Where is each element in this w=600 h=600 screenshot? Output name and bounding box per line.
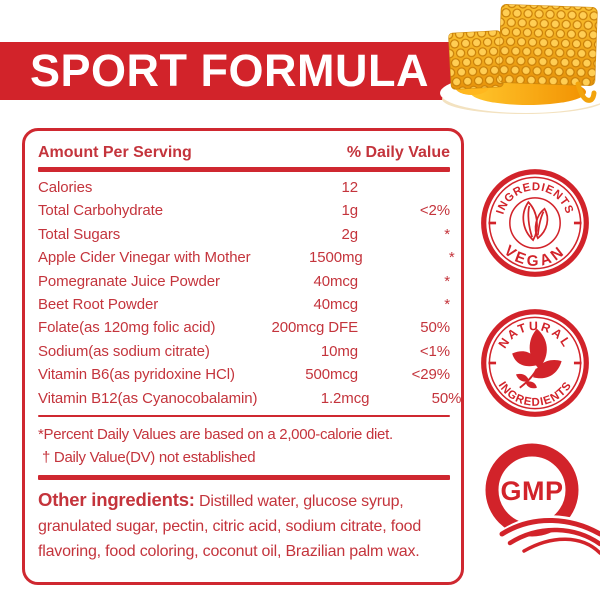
nutrient-amount: 12 (341, 179, 359, 196)
nutrient-amount: 10mg (320, 342, 358, 360)
nutrient-name: Calories (38, 179, 93, 196)
other-ingredients-text: Distilled water, glucose syrup, granulat… (38, 493, 422, 561)
nutrient-amount: 1.2mcg (320, 389, 370, 407)
nutrient-row: Vitamin B6(as pyridoxine HCl) 500mcg <29… (38, 363, 450, 386)
badge-dash-left (488, 221, 497, 225)
nutrient-row: Total Carbohydrate 1g <2% (38, 199, 450, 222)
supplement-facts-panel: Amount Per Serving % Daily Value Calorie… (22, 128, 464, 585)
nutrient-name: Apple Cider Vinegar with Mother (38, 249, 251, 267)
facts-header: Amount Per Serving % Daily Value (38, 143, 450, 163)
footnote-percent-dv: *Percent Daily Values are based on a 2,0… (38, 426, 393, 444)
leaf-outline-icon (509, 197, 561, 249)
amount-per-serving-label: Amount Per Serving (38, 144, 192, 161)
nutrient-name: Sodium(as sodium citrate) (38, 342, 210, 360)
nutrient-amount: 500mcg (305, 366, 358, 384)
nutrient-name: Folate(as 120mg folic acid) (38, 319, 216, 337)
gmp-swoosh (499, 517, 600, 555)
nutrient-amount: 2g (341, 225, 359, 243)
nutrient-row: Folate(as 120mg folic acid) 200mcg DFE 5… (38, 316, 450, 339)
nutrient-row: Apple Cider Vinegar with Mother 1500mg * (38, 246, 455, 269)
nutrient-amount: 40mcg (313, 272, 358, 290)
nutrient-row: Sodium(as sodium citrate) 10mg <1% (38, 340, 450, 363)
nutrient-daily-value: <1% (419, 342, 450, 360)
honeycomb-large-block (498, 4, 598, 86)
daily-value-label: % Daily Value (346, 144, 450, 161)
nutrient-daily-value: * (444, 296, 450, 314)
footnotes: *Percent Daily Values are based on a 2,0… (38, 423, 450, 469)
nutrient-daily-value: <2% (419, 202, 450, 220)
other-ingredients-divider (38, 475, 450, 481)
nutrient-row: Pomegranate Juice Powder 40mcg * (38, 270, 450, 293)
nutrient-daily-value: * (448, 249, 455, 267)
nutrient-daily-value: 50% (431, 389, 462, 407)
nutrient-name: Beet Root Powder (38, 296, 159, 314)
nutrient-table: Calories 12 Total Carbohydrate 1g <2% To… (38, 176, 461, 410)
honeycomb-small-block (448, 30, 504, 90)
gmp-badge-text: GMP (500, 476, 563, 506)
footnote-dv-not-established: † Daily Value(DV) not established (42, 449, 256, 467)
natural-ingredients-badge: NATURAL INGREDIENTS (481, 309, 589, 417)
title-banner: SPORT FORMULA (0, 42, 470, 100)
nutrient-daily-value: 50% (420, 319, 450, 337)
nutrient-name: Total Carbohydrate (38, 202, 163, 220)
nutrient-row: Calories 12 (38, 176, 450, 199)
nutrient-row: Total Sugars 2g * (38, 223, 450, 246)
badge-dash-left (488, 361, 497, 365)
badge-dash-right (573, 221, 582, 225)
nutrient-amount: 1500mg (308, 249, 363, 267)
vegan-ingredients-badge: INGREDIENTS VEGAN (481, 169, 589, 277)
nutrient-daily-value: * (444, 225, 450, 243)
nutrient-daily-value: * (444, 272, 450, 290)
nutrient-daily-value (358, 176, 450, 199)
nutrient-row: Beet Root Powder 40mcg * (38, 293, 450, 316)
nutrient-amount: 1g (341, 202, 359, 220)
gmp-badge: GMP (485, 443, 600, 555)
nutrient-name: Pomegranate Juice Powder (38, 272, 220, 290)
badge-dash-right (573, 361, 582, 365)
nutrient-daily-value: <29% (411, 366, 450, 384)
header-divider (38, 167, 450, 172)
nutrient-row: Vitamin B12(as Cyanocobalamin) 1.2mcg 50… (38, 387, 461, 410)
nutrient-name: Vitamin B6(as pyridoxine HCl) (38, 366, 235, 384)
other-ingredients: Other ingredients: Distilled water, gluc… (38, 487, 450, 564)
nutrient-amount: 40mcg (313, 296, 358, 314)
nutrient-name: Total Sugars (38, 225, 121, 243)
leaves-icon (512, 328, 562, 389)
other-ingredients-label: Other ingredients: (38, 489, 195, 511)
footnote-divider (38, 415, 450, 418)
honeycomb-image (440, 4, 600, 114)
nutrient-amount: 200mcg DFE (271, 319, 358, 337)
page-title: SPORT FORMULA (30, 45, 429, 96)
nutrient-name: Vitamin B12(as Cyanocobalamin) (38, 389, 258, 407)
